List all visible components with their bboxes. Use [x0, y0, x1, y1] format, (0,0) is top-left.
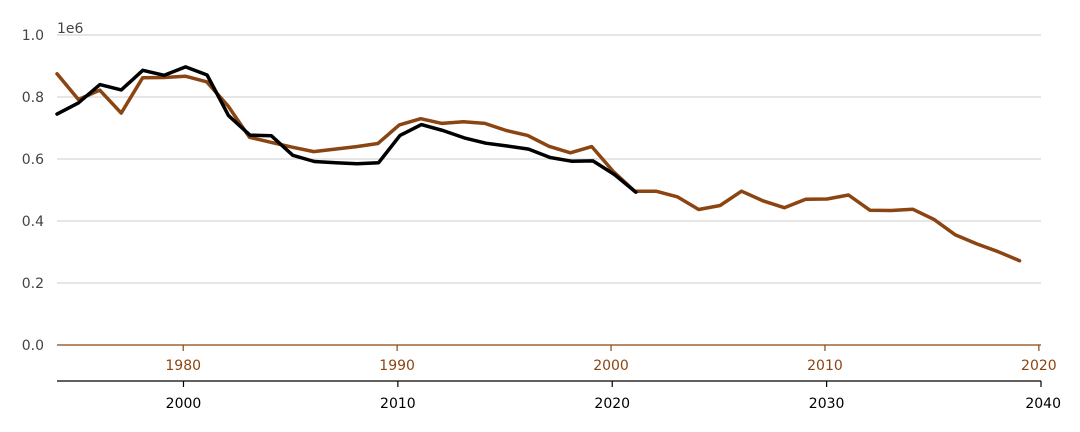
- top-x-tick-label: 2010: [807, 358, 843, 374]
- series-2-point: [227, 114, 230, 117]
- series-2-point: [313, 160, 316, 163]
- series-1-point: [248, 136, 251, 139]
- series-2-point: [506, 145, 509, 147]
- series-2-point: [592, 160, 594, 162]
- series-1-point: [911, 208, 914, 210]
- series-1-point: [719, 204, 721, 207]
- top-x-tick-label: 1980: [165, 358, 201, 374]
- top-x-axis: 1980 1990 2000 2010 2020: [57, 344, 1057, 374]
- series-2-point: [377, 161, 380, 164]
- series-2-point: [635, 191, 637, 193]
- series-1-point: [997, 250, 999, 253]
- series-2-point: [442, 129, 444, 132]
- series-2-point: [56, 113, 58, 115]
- series-1-point: [847, 194, 850, 196]
- bottom-x-tick-label: 2020: [594, 396, 630, 412]
- y-tick-label: 0.6: [22, 152, 44, 168]
- series-1-point: [270, 141, 272, 144]
- series-1-point: [655, 190, 657, 192]
- series-2-point: [334, 161, 337, 164]
- series-1-point: [355, 145, 358, 148]
- series-line-2: [55, 65, 638, 194]
- series-1-point: [163, 76, 165, 79]
- y-tick-label: 0.4: [22, 214, 44, 230]
- series-1-point: [762, 200, 764, 202]
- bottom-x-tick-label: 2040: [1025, 396, 1061, 412]
- series-2-point: [356, 162, 358, 165]
- series-2-point: [99, 83, 101, 86]
- series-1-point: [99, 89, 101, 91]
- y-tick-label: 0.8: [22, 90, 44, 106]
- series-1-point: [505, 129, 508, 132]
- series-1-point: [804, 198, 807, 201]
- series-1-point: [826, 198, 828, 200]
- y-tick-label: 0.0: [22, 338, 44, 354]
- series-2-point: [527, 148, 530, 150]
- series-1-point: [591, 145, 593, 148]
- series-2-point: [270, 135, 273, 137]
- series-1-point: [462, 121, 465, 123]
- series-1-point: [56, 73, 58, 75]
- bottom-x-tick-label: 2010: [380, 396, 416, 412]
- series-2-point: [292, 154, 294, 157]
- series-1-point: [227, 105, 229, 107]
- y-tick-label: 0.2: [22, 276, 44, 292]
- series-2-point: [249, 134, 251, 136]
- series-1-point: [954, 234, 957, 236]
- series-2-point: [420, 123, 423, 126]
- series-1-point: [569, 152, 572, 154]
- series-1-point: [548, 145, 550, 148]
- series-2-point: [570, 160, 573, 162]
- series-1-point: [526, 134, 529, 137]
- series-line-1: [55, 72, 1022, 263]
- series-1-point: [783, 206, 786, 209]
- series-layer: [55, 65, 1022, 263]
- series-2-point: [206, 74, 208, 76]
- series-1-point: [334, 148, 336, 150]
- series-1-point: [890, 209, 893, 212]
- series-1-point: [377, 142, 379, 145]
- series-2-point: [463, 137, 466, 139]
- series-1-point: [1018, 259, 1021, 262]
- bottom-x-tick-label: 2000: [166, 396, 202, 412]
- series-2-point: [142, 69, 144, 72]
- series-1-point: [77, 98, 80, 101]
- series-1-point: [740, 190, 743, 192]
- bottom-x-axis: 2000 2010 2020 2030 2040: [57, 380, 1061, 412]
- series-1-point: [441, 122, 443, 125]
- series-1-point: [398, 124, 401, 126]
- top-x-tick-label: 2000: [593, 358, 629, 374]
- y-axis-tick-labels: 0.0 0.2 0.4 0.6 0.8 1.0: [22, 28, 44, 354]
- series-2-point: [549, 156, 551, 159]
- bottom-x-tick-label: 2030: [809, 396, 845, 412]
- series-1-point: [141, 77, 144, 79]
- series-1-point: [697, 208, 700, 211]
- y-axis-multiplier-label: 1e6: [57, 21, 84, 37]
- series-2-point: [120, 89, 123, 91]
- series-2-point: [613, 173, 616, 176]
- series-1-point: [120, 112, 122, 114]
- series-1-point: [676, 196, 679, 198]
- series-1-point: [205, 81, 208, 83]
- top-x-tick-label: 1990: [379, 358, 415, 374]
- series-1-point: [976, 243, 978, 245]
- series-1-point: [869, 209, 871, 211]
- series-2-point: [399, 134, 401, 137]
- series-1-point: [419, 117, 422, 120]
- top-x-tick-label: 2020: [1021, 358, 1057, 374]
- series-1-point: [312, 150, 315, 153]
- series-2-point: [163, 74, 165, 77]
- y-tick-label: 1.0: [22, 28, 44, 44]
- series-1-point: [291, 146, 294, 148]
- series-2-point: [485, 142, 487, 144]
- series-2-point: [184, 66, 187, 68]
- series-1-point: [484, 122, 486, 125]
- series-2-point: [77, 102, 80, 104]
- series-1-point: [184, 75, 187, 77]
- series-1-point: [933, 218, 935, 221]
